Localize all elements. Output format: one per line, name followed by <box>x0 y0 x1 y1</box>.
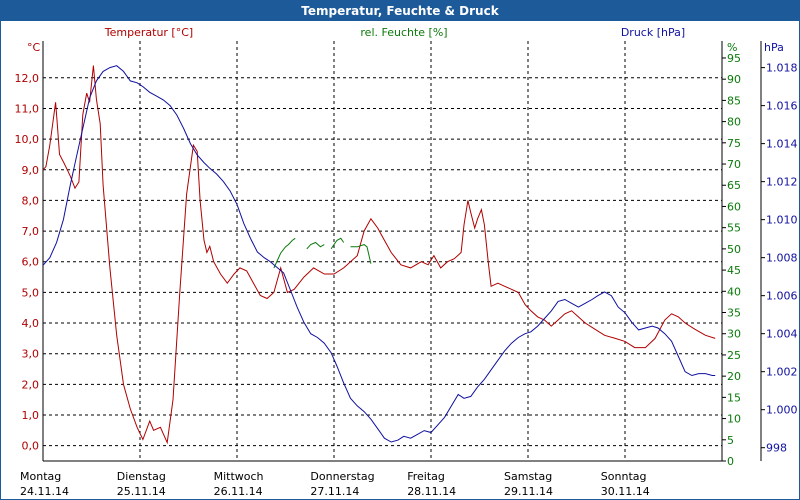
day-date-label: 24.11.14 <box>20 485 69 498</box>
humidity-line <box>330 237 345 250</box>
temperature-tick-label: 2,0 <box>22 378 40 391</box>
humidity-tick-label: 90 <box>727 73 741 86</box>
window-title: Temperatur, Feuchte & Druck <box>1 1 799 21</box>
temperature-tick-label: 6,0 <box>22 256 40 269</box>
pressure-tick-label: 1.014 <box>766 138 798 151</box>
pressure-tick-label: 1.002 <box>766 366 798 379</box>
day-date-label: 29.11.14 <box>504 485 553 498</box>
humidity-tick-label: 20 <box>727 370 741 383</box>
humidity-axis-title: rel. Feuchte [%] <box>360 26 447 39</box>
pressure-tick-label: 1.006 <box>766 290 798 303</box>
humidity-tick-label: 70 <box>727 158 741 171</box>
day-name-label: Freitag <box>407 470 445 483</box>
temperature-tick-label: 8,0 <box>22 194 40 207</box>
humidity-tick-label: 5 <box>727 434 734 447</box>
humidity-tick-label: 35 <box>727 307 741 320</box>
day-name-label: Montag <box>20 470 61 483</box>
humidity-unit-label: % <box>727 41 737 54</box>
temperature-line <box>42 65 716 445</box>
temperature-tick-label: 7,0 <box>22 225 40 238</box>
temperature-tick-label: 4,0 <box>22 317 40 330</box>
day-name-label: Samstag <box>504 470 552 483</box>
temperature-tick-label: 0,0 <box>22 440 40 453</box>
temperature-tick-label: 11,0 <box>15 102 40 115</box>
humidity-tick-label: 30 <box>727 328 741 341</box>
temperature-axis-title: Temperatur [°C] <box>104 26 193 39</box>
temperature-tick-label: 10,0 <box>15 133 40 146</box>
temperature-tick-label: 12,0 <box>15 72 40 85</box>
temperature-tick-label: 5,0 <box>22 286 40 299</box>
pressure-unit-label: hPa <box>764 41 784 54</box>
temperature-tick-label: 3,0 <box>22 348 40 361</box>
humidity-tick-label: 0 <box>727 455 734 468</box>
humidity-line <box>273 237 296 269</box>
pressure-axis-title: Druck [hPa] <box>621 26 685 39</box>
pressure-tick-label: 998 <box>766 442 787 455</box>
day-date-label: 30.11.14 <box>601 485 650 498</box>
humidity-line <box>350 244 372 264</box>
pressure-tick-label: 1.016 <box>766 100 798 113</box>
humidity-tick-label: 60 <box>727 200 741 213</box>
temperature-tick-label: 9,0 <box>22 164 40 177</box>
humidity-tick-label: 40 <box>727 285 741 298</box>
pressure-tick-label: 1.000 <box>766 404 798 417</box>
humidity-tick-label: 10 <box>727 413 741 426</box>
pressure-tick-label: 1.010 <box>766 214 798 227</box>
pressure-line <box>42 65 716 443</box>
humidity-tick-label: 15 <box>727 391 741 404</box>
humidity-tick-label: 80 <box>727 116 741 129</box>
day-date-label: 27.11.14 <box>310 485 359 498</box>
humidity-line <box>306 241 325 250</box>
humidity-tick-label: 55 <box>727 222 741 235</box>
day-name-label: Sonntag <box>601 470 647 483</box>
humidity-tick-label: 50 <box>727 243 741 256</box>
day-name-label: Dienstag <box>117 470 166 483</box>
day-name-label: Donnerstag <box>310 470 374 483</box>
pressure-tick-label: 1.018 <box>766 62 798 75</box>
humidity-tick-label: 65 <box>727 179 741 192</box>
temperature-unit-label: °C <box>27 41 41 54</box>
humidity-tick-label: 45 <box>727 264 741 277</box>
humidity-tick-label: 25 <box>727 349 741 362</box>
humidity-tick-label: 95 <box>727 52 741 65</box>
humidity-tick-label: 85 <box>727 94 741 107</box>
day-date-label: 26.11.14 <box>214 485 263 498</box>
temperature-tick-label: 1,0 <box>22 409 40 422</box>
day-date-label: 25.11.14 <box>117 485 166 498</box>
day-date-label: 28.11.14 <box>407 485 456 498</box>
day-name-label: Mittwoch <box>214 470 264 483</box>
pressure-tick-label: 1.008 <box>766 252 798 265</box>
pressure-tick-label: 1.004 <box>766 328 798 341</box>
pressure-tick-label: 1.012 <box>766 176 798 189</box>
humidity-tick-label: 75 <box>727 137 741 150</box>
